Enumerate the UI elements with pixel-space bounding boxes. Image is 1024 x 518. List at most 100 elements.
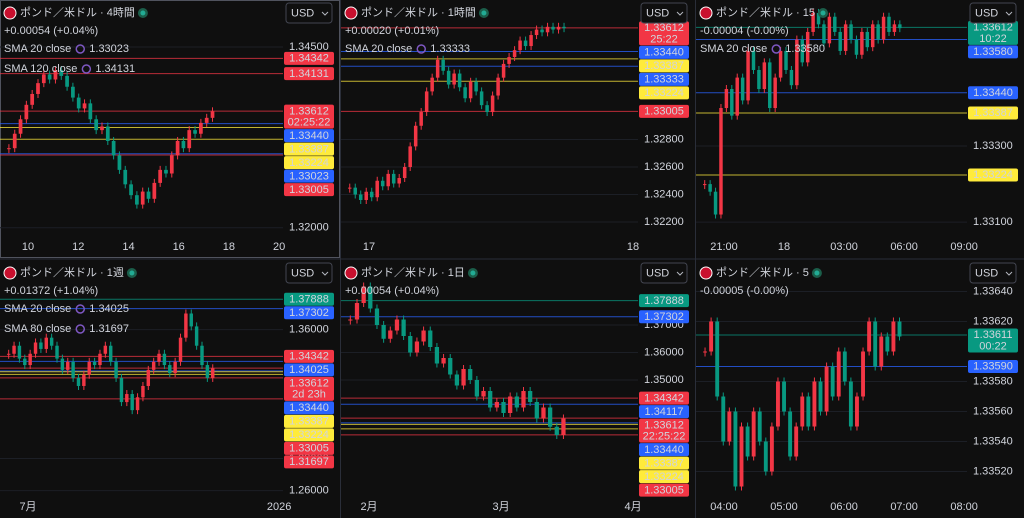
currency-chevron (676, 11, 684, 16)
candle (135, 397, 140, 411)
candle (773, 77, 777, 109)
candle (65, 75, 69, 87)
candle (833, 16, 837, 32)
candle (545, 26, 550, 33)
x-tick-label: 05:00 (770, 501, 798, 513)
symbol-title[interactable]: ポンド／米ドル · 15 (716, 6, 815, 19)
price-tag (639, 405, 689, 419)
indicator-name[interactable]: SMA 20 close (4, 43, 71, 55)
candle (204, 117, 209, 123)
candle (561, 418, 566, 435)
candle (419, 112, 423, 126)
y-tick-label: 1.33560 (973, 405, 1013, 417)
candle (146, 191, 151, 199)
price-tag-label: 1.33224 (644, 87, 684, 99)
candle (788, 411, 793, 457)
candle (562, 26, 566, 29)
candle (200, 345, 204, 366)
price-tag (284, 376, 334, 401)
candle (849, 24, 853, 40)
candle (518, 40, 522, 51)
candle (441, 358, 446, 364)
candle (205, 365, 210, 378)
candle (446, 70, 451, 85)
currency-chevron (1005, 11, 1013, 16)
candle (421, 330, 426, 342)
price-tag (284, 428, 334, 442)
symbol-title[interactable]: ポンド／米ドル · 4時間 (20, 6, 135, 19)
candle (114, 361, 118, 378)
indicator-name[interactable]: SMA 120 close (4, 63, 77, 75)
candle (408, 336, 413, 353)
symbol-title[interactable]: ポンド／米ドル · 5 (716, 266, 809, 279)
x-tick-label: 06:00 (890, 241, 918, 253)
candle (494, 401, 499, 408)
price-tag (639, 86, 689, 100)
price-tag (968, 360, 1018, 373)
candle (125, 394, 129, 403)
price-tag-label: 1.33224 (289, 157, 329, 169)
candle (457, 73, 462, 88)
candle (881, 16, 886, 40)
candle (164, 169, 168, 174)
price-tag-label: 1.33005 (644, 484, 684, 496)
symbol-title[interactable]: ポンド／米ドル · 1時間 (361, 6, 476, 19)
symbol-flag (699, 6, 713, 20)
candle (361, 286, 366, 304)
price-tag (639, 21, 689, 46)
candle (838, 31, 842, 51)
candle (71, 86, 75, 98)
price-tag-label: 1.33387 (644, 60, 684, 72)
candle (800, 396, 805, 427)
candle (18, 119, 23, 134)
candle (521, 390, 526, 408)
candle (481, 390, 486, 397)
candle (401, 319, 406, 337)
price-tag (639, 470, 689, 484)
price-tag (284, 156, 334, 170)
indicator-name[interactable]: SMA 20 close (345, 43, 412, 55)
currency-button[interactable] (285, 2, 333, 24)
candle (111, 140, 116, 156)
candle (358, 194, 363, 200)
candle (424, 91, 429, 113)
candle (194, 326, 199, 346)
candle (368, 286, 373, 309)
price-tag (284, 306, 334, 320)
x-tick-label: 18 (223, 241, 235, 253)
indicator-icon (81, 64, 92, 74)
currency-button[interactable] (969, 262, 1017, 284)
candle (30, 93, 35, 105)
candle (762, 62, 767, 90)
market-status-dot (820, 10, 826, 16)
currency-button[interactable] (285, 262, 333, 284)
indicator-name[interactable]: SMA 80 close (4, 323, 71, 335)
currency-button[interactable] (640, 262, 688, 284)
x-tick-label: 08:00 (950, 501, 978, 513)
price-tag (284, 349, 334, 363)
price-tag (639, 418, 689, 443)
indicator-name[interactable]: SMA 20 close (4, 303, 71, 315)
indicator-name[interactable]: SMA 20 close (700, 43, 767, 55)
price-tag-label: 1.33005 (289, 184, 329, 196)
candle (175, 140, 180, 156)
currency-button[interactable] (969, 2, 1017, 24)
candle (528, 390, 533, 402)
currency-button[interactable] (640, 2, 688, 24)
indicator-icon (75, 304, 86, 314)
symbol-title[interactable]: ポンド／米ドル · 1日 (361, 266, 465, 279)
symbol-title[interactable]: ポンド／米ドル · 1週 (20, 266, 124, 279)
candle (551, 26, 555, 30)
candle (76, 377, 81, 386)
candle (523, 40, 528, 47)
price-tag (284, 183, 334, 197)
x-tick-label: 2026 (267, 501, 291, 513)
price-tag (639, 104, 689, 118)
price-tag-label: 1.33440 (289, 130, 329, 142)
price-tag-label: 1.33440 (644, 444, 684, 456)
candle (354, 303, 360, 320)
x-tick-label: 03:00 (830, 241, 858, 253)
currency-label: USD (291, 267, 314, 279)
candle (751, 411, 756, 457)
price-tag (284, 104, 334, 129)
